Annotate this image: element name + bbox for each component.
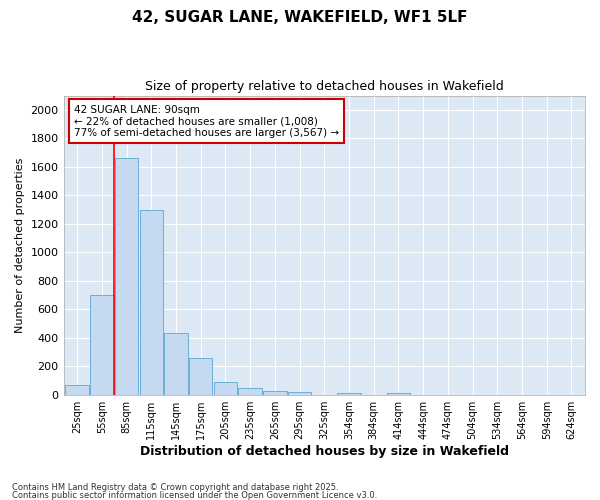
Bar xyxy=(140,210,163,394)
Bar xyxy=(164,332,188,394)
Text: 42 SUGAR LANE: 90sqm
← 22% of detached houses are smaller (1,008)
77% of semi-de: 42 SUGAR LANE: 90sqm ← 22% of detached h… xyxy=(74,104,339,138)
Bar xyxy=(263,391,287,394)
Y-axis label: Number of detached properties: Number of detached properties xyxy=(15,158,25,333)
Text: Contains HM Land Registry data © Crown copyright and database right 2025.: Contains HM Land Registry data © Crown c… xyxy=(12,484,338,492)
Bar xyxy=(115,158,139,394)
Bar xyxy=(90,295,113,394)
Bar xyxy=(238,388,262,394)
X-axis label: Distribution of detached houses by size in Wakefield: Distribution of detached houses by size … xyxy=(140,444,509,458)
Title: Size of property relative to detached houses in Wakefield: Size of property relative to detached ho… xyxy=(145,80,503,93)
Bar xyxy=(65,386,89,394)
Bar xyxy=(288,392,311,394)
Bar xyxy=(189,358,212,394)
Bar xyxy=(214,382,237,394)
Text: Contains public sector information licensed under the Open Government Licence v3: Contains public sector information licen… xyxy=(12,490,377,500)
Text: 42, SUGAR LANE, WAKEFIELD, WF1 5LF: 42, SUGAR LANE, WAKEFIELD, WF1 5LF xyxy=(132,10,468,25)
